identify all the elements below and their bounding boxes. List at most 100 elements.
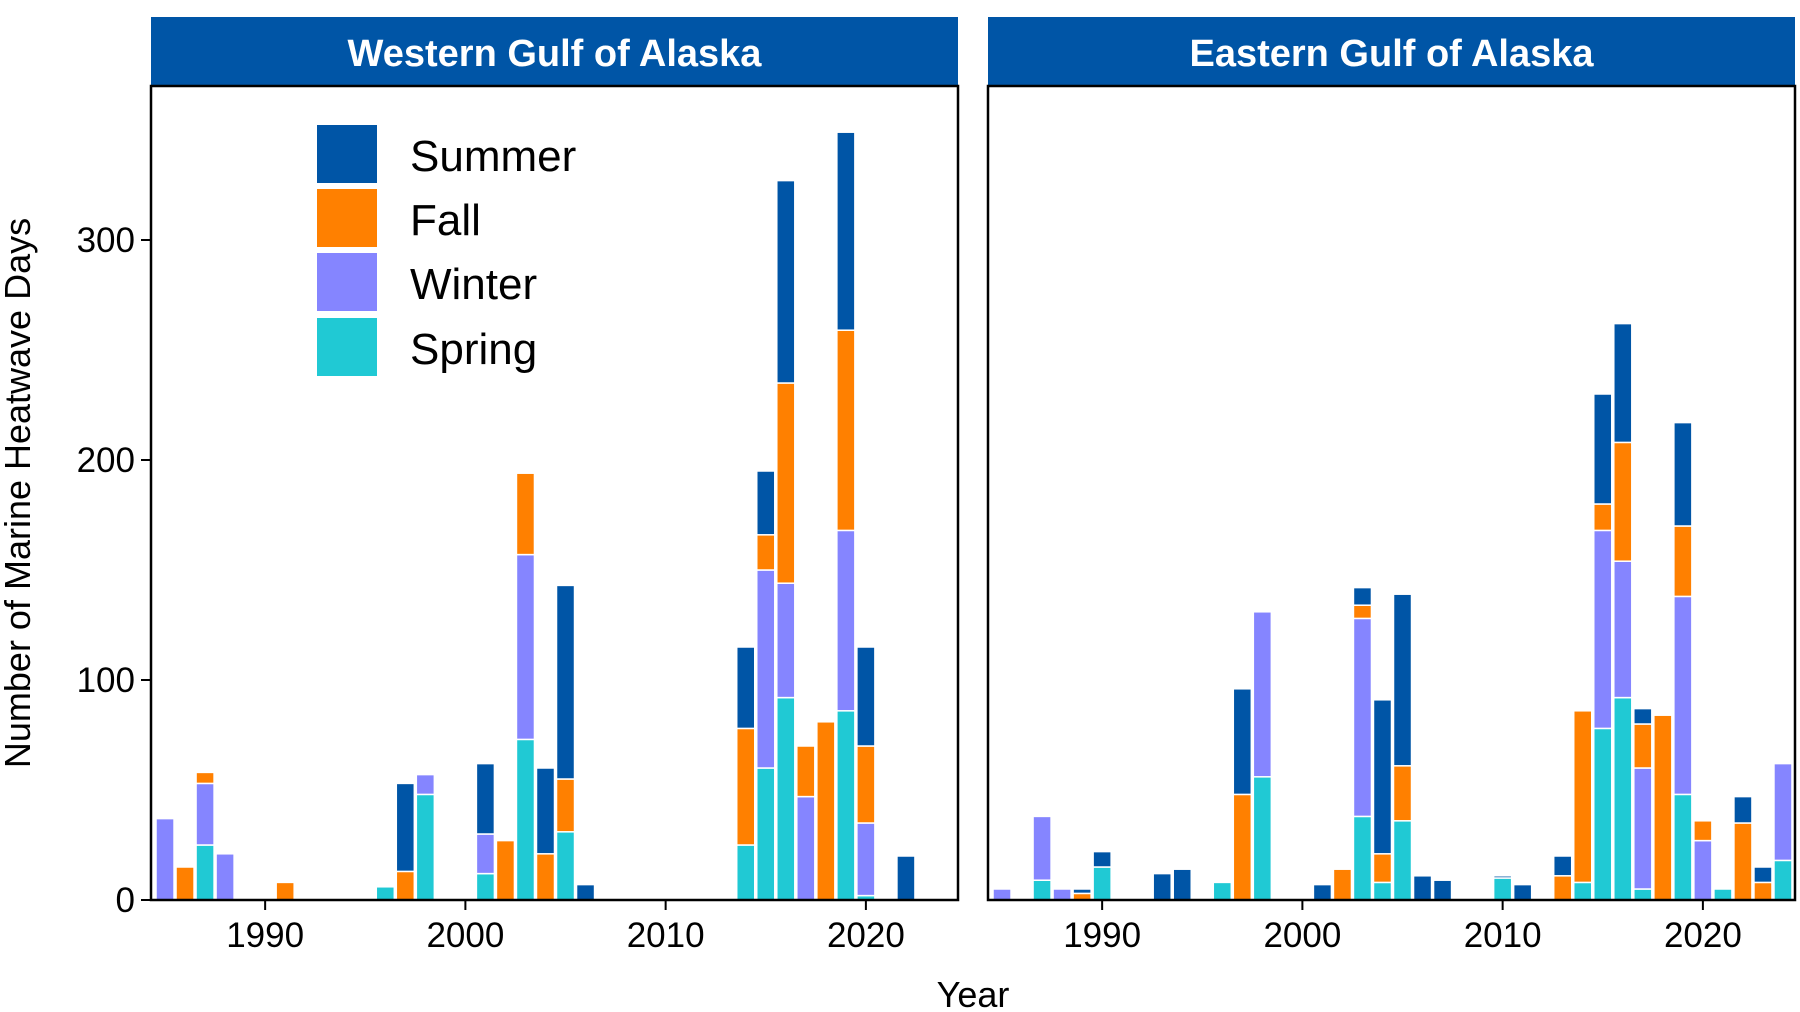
bar-winter-2003 [515, 553, 536, 741]
bar-spring-1987 [1032, 879, 1052, 901]
bar-fall-2020 [1693, 820, 1713, 842]
bar-spring-2021 [1713, 888, 1733, 901]
panel-western-frame [149, 84, 960, 902]
ticks-western: 1990 2000 2010 2020 [226, 900, 905, 955]
bar-summer-2013 [1552, 855, 1573, 877]
bar-summer-2011 [1512, 883, 1533, 901]
bar-fall-2019 [836, 329, 856, 532]
y-tick-label-300: 300 [77, 221, 135, 260]
bar-winter-2020 [1693, 839, 1713, 901]
y-axis-title: Number of Marine Heatwave Days [0, 218, 38, 768]
bar-spring-1990 [1092, 866, 1112, 901]
x-tick-label-1990: 1990 [1063, 916, 1141, 955]
bar-fall-1986 [175, 866, 195, 901]
bar-summer-2014 [735, 646, 756, 730]
bar-spring-2004 [1372, 881, 1393, 901]
bar-winter-1985 [155, 817, 175, 901]
x-tick-label-2020: 2020 [1664, 916, 1742, 955]
bar-fall-2017 [796, 745, 816, 798]
bar-fall-2016 [776, 382, 796, 584]
bar-spring-2016 [776, 696, 796, 901]
bar-summer-2004 [535, 767, 556, 855]
bar-spring-2010 [1492, 877, 1513, 901]
legend-swatch-fall [317, 189, 377, 247]
bar-spring-2015 [756, 767, 776, 901]
bar-winter-2015 [1593, 529, 1613, 730]
bar-spring-1996 [375, 886, 396, 901]
bar-spring-2015 [1593, 727, 1613, 901]
bar-fall-2014 [1572, 710, 1593, 884]
x-tick-label-2010: 2010 [627, 916, 705, 955]
bar-fall-2004 [1372, 853, 1393, 884]
bar-summer-2022 [896, 855, 916, 901]
bar-fall-2002 [495, 839, 516, 901]
bar-winter-2020 [856, 822, 876, 897]
bar-fall-2003 [1352, 604, 1373, 620]
bar-summer-2005 [1392, 593, 1413, 767]
bar-fall-2013 [1552, 875, 1573, 901]
bar-fall-2023 [1753, 881, 1773, 901]
legend-label-fall: Fall [410, 196, 481, 245]
legend-swatch-winter [317, 253, 377, 311]
x-tick-label-2000: 2000 [1263, 916, 1341, 955]
bar-fall-1991 [275, 881, 295, 901]
bar-winter-2001 [475, 833, 496, 875]
strip-western [151, 17, 958, 86]
strip-western-title: Western Gulf of Alaska [348, 33, 763, 75]
bar-winter-1987 [1032, 815, 1052, 881]
bar-summer-2019 [1673, 421, 1693, 527]
bar-fall-2003 [515, 472, 536, 556]
bar-summer-2001 [1312, 883, 1333, 901]
bar-fall-2015 [1593, 503, 1613, 532]
bar-fall-2004 [535, 853, 556, 901]
bar-summer-2016 [776, 179, 796, 384]
bar-fall-2005 [1392, 765, 1413, 822]
legend-label-winter: Winter [410, 260, 537, 309]
bar-fall-1997 [1232, 793, 1253, 901]
bar-spring-2024 [1773, 859, 1793, 901]
bar-summer-2016 [1613, 322, 1633, 444]
bar-summer-2001 [475, 762, 496, 835]
legend: Summer Fall Winter Spring [317, 125, 576, 376]
bar-fall-2022 [1733, 822, 1753, 901]
bar-summer-2010 [1492, 875, 1513, 879]
y-tick-label-200: 200 [77, 441, 135, 480]
bar-winter-2003 [1352, 617, 1373, 818]
bar-summer-2006 [575, 883, 596, 901]
legend-label-summer: Summer [410, 132, 576, 181]
bar-winter-1988 [215, 853, 235, 901]
bar-summer-1997 [1232, 688, 1253, 796]
strip-eastern [988, 17, 1795, 86]
y-axis: 0 100 200 300 [77, 221, 151, 920]
bar-fall-2019 [1673, 525, 1693, 598]
y-tick-label-100: 100 [77, 661, 135, 700]
bar-summer-2022 [1733, 795, 1753, 824]
bar-fall-1997 [395, 870, 416, 901]
bar-winter-2019 [836, 529, 856, 712]
bar-spring-2001 [475, 872, 496, 901]
bar-spring-2005 [1392, 820, 1413, 901]
bar-spring-1996 [1212, 881, 1233, 901]
bar-fall-1987 [195, 771, 215, 785]
panel-western: Western Gulf of Alaska 1990 2000 2010 2020 … [149, 17, 960, 955]
bar-winter-2024 [1773, 762, 1793, 862]
bar-winter-2017 [796, 795, 816, 901]
bar-spring-2019 [836, 710, 856, 901]
bar-fall-2002 [1332, 868, 1353, 901]
bars-western [155, 131, 916, 901]
bar-fall-2018 [816, 721, 836, 901]
bar-winter-2015 [756, 569, 776, 769]
bar-summer-2003 [1352, 586, 1373, 606]
bar-spring-1998 [1252, 776, 1273, 901]
bar-winter-1998 [415, 773, 436, 796]
bar-spring-2014 [1572, 881, 1593, 901]
bar-fall-2016 [1613, 441, 1633, 562]
bar-spring-2017 [1633, 888, 1653, 901]
bar-winter-1988 [1052, 888, 1072, 901]
bar-summer-1993 [1152, 872, 1172, 901]
bar-spring-2003 [515, 738, 536, 901]
bar-fall-2018 [1653, 714, 1673, 901]
bar-spring-2005 [555, 831, 576, 901]
x-axis-title: Year [937, 974, 1010, 1012]
legend-swatch-summer [317, 125, 377, 183]
